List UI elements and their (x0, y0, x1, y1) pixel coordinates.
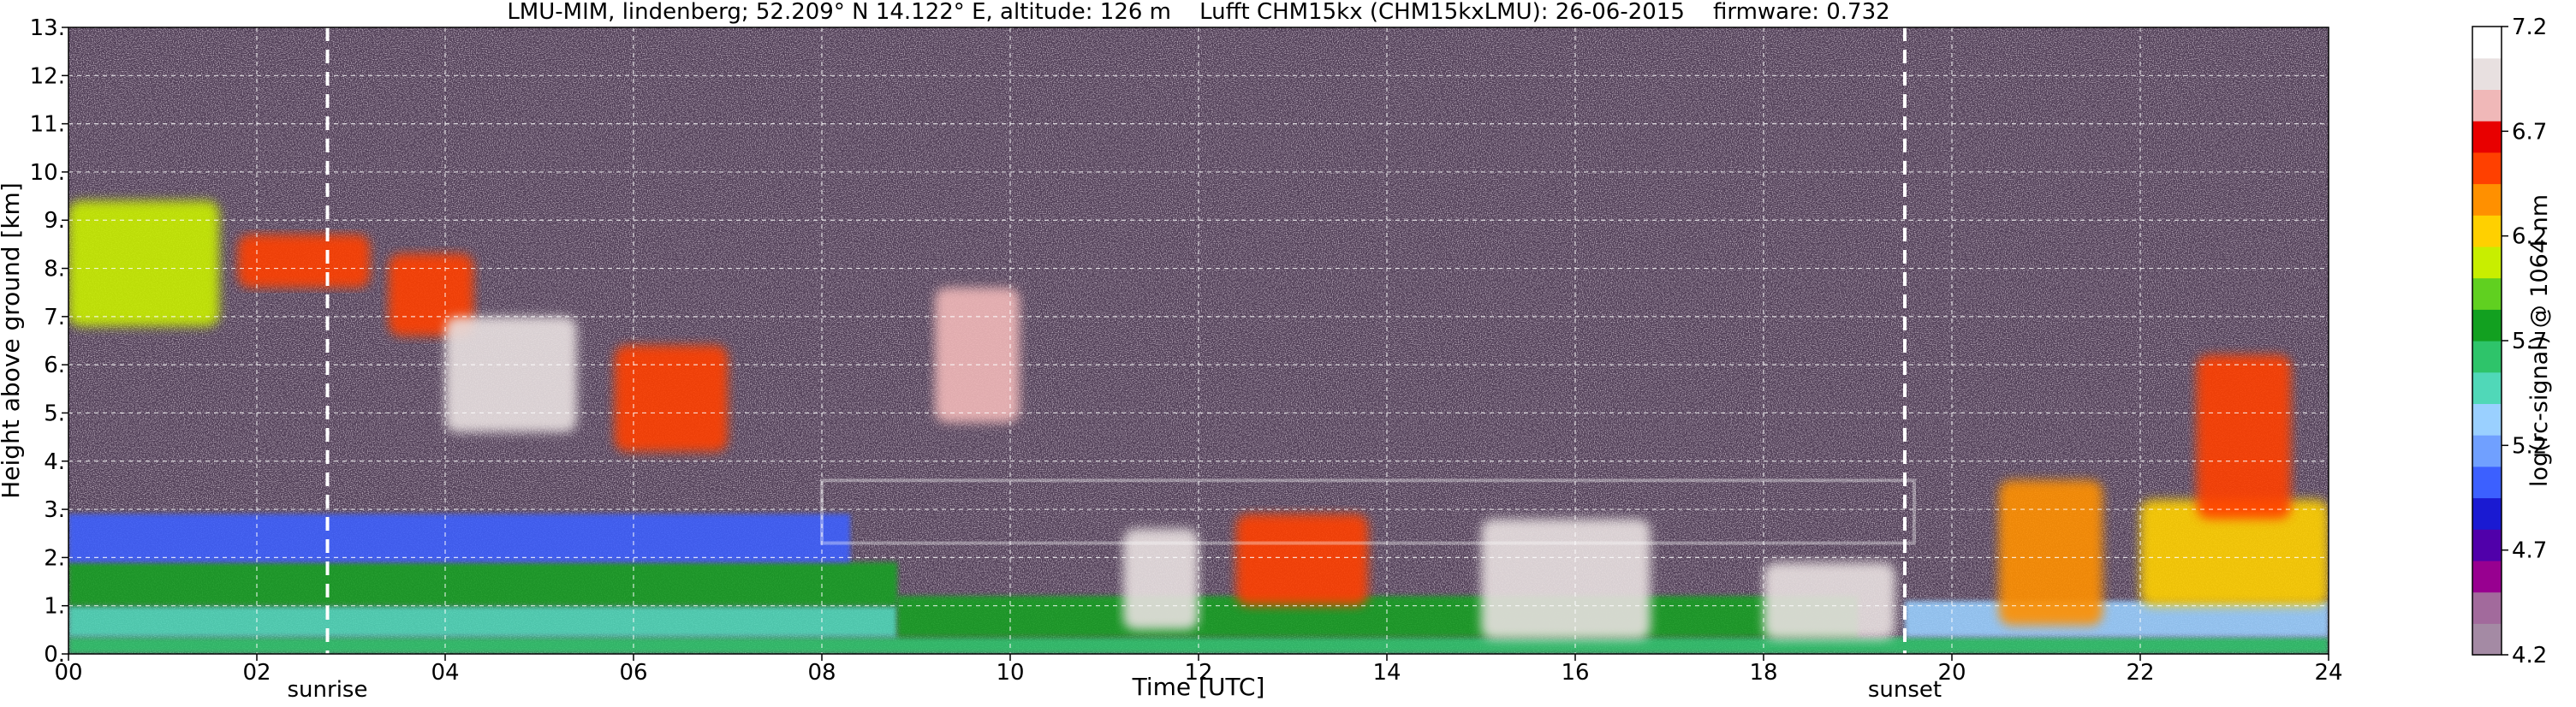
y-axis-label: Height above ground [km] (0, 182, 25, 499)
sunset-label: sunset (1868, 677, 1942, 703)
colorbar-segment (2472, 57, 2502, 90)
backscatter-features (68, 200, 2329, 654)
cloud-11 (935, 288, 1020, 423)
colorbar-segment (2472, 152, 2502, 185)
y-tick-label: 7. (44, 305, 65, 330)
x-tick-label: 18 (1749, 660, 1777, 686)
colorbar-segment (2472, 121, 2502, 153)
x-tick-label: 20 (1937, 660, 1966, 686)
colorbar-segment (2472, 89, 2502, 122)
sun-event-lines (325, 27, 1907, 654)
x-tick-label: 22 (2126, 660, 2154, 686)
colorbar (2472, 26, 2502, 656)
sun-event-labels: sunrise sunset (288, 677, 1942, 703)
layer-3 (68, 514, 850, 563)
y-tick-label: 10. (30, 160, 65, 186)
colorbar-segment (2472, 560, 2502, 593)
boundary-19 (820, 478, 1916, 545)
grid-lines (68, 27, 2329, 654)
layer-1 (68, 605, 897, 638)
colorbar-segment (2472, 497, 2502, 530)
colorbar-tick-label: 4.2 (2512, 643, 2547, 668)
x-tick-label: 04 (431, 660, 459, 686)
colorbar-segment (2472, 623, 2502, 656)
plot-area (68, 27, 2329, 654)
y-tick-label: 9. (44, 208, 65, 234)
colorbar-segment (2472, 403, 2502, 436)
colorbar-tick-label: 6.2 (2512, 224, 2547, 250)
colorbar-segment (2472, 466, 2502, 499)
colorbar-segment (2472, 529, 2502, 561)
layer-4 (897, 596, 1858, 638)
y-tick-label: 4. (44, 449, 65, 475)
y-tick-label: 6. (44, 353, 65, 378)
colorbar-segment (2472, 371, 2502, 404)
x-tick-label: 00 (54, 660, 82, 686)
y-tick-label: 12. (30, 63, 65, 89)
cloud-13 (1236, 514, 1368, 606)
colorbar-segment (2472, 246, 2502, 279)
x-tick-label: 10 (996, 660, 1024, 686)
cloud-6 (68, 200, 219, 327)
cloud-12 (1123, 528, 1199, 630)
y-tick-label: 11. (30, 112, 65, 138)
y-tick-label: 2. (44, 545, 65, 571)
y-tick-label: 5. (44, 401, 65, 426)
y-tick-label: 1. (44, 594, 65, 620)
x-axis-label: Time [UTC] (1132, 673, 1265, 701)
x-tick-label: 24 (2314, 660, 2342, 686)
y-tick-label: 8. (44, 257, 65, 282)
x-tick-label: 12 (1184, 660, 1212, 686)
x-tick-label: 16 (1561, 660, 1589, 686)
colorbar-label: log(rc-signal) @ 1064 nm (2526, 194, 2553, 487)
cloud-16 (1999, 480, 2103, 626)
cloud-8 (389, 253, 473, 336)
sunrise-label: sunrise (288, 677, 368, 703)
colorbar-tick-label: 5.2 (2512, 433, 2547, 459)
colorbar-segment (2472, 27, 2502, 59)
y-tick-label: 13. (30, 15, 65, 41)
layer-2 (68, 562, 897, 606)
cloud-18 (2197, 354, 2291, 520)
x-axis-ticks: 00 02 04 06 08 10 12 14 16 18 20 22 24 (54, 654, 2343, 686)
colorbar-segment (2472, 309, 2502, 342)
cloud-7 (238, 235, 370, 288)
cloud-17 (2140, 499, 2329, 606)
cloud-9 (445, 316, 577, 432)
x-tick-label: 14 (1372, 660, 1401, 686)
colorbar-tick-label: 6.7 (2512, 119, 2547, 145)
colorbar-segment (2472, 215, 2502, 247)
x-tick-label: 06 (619, 660, 647, 686)
cloud-15 (1764, 562, 1895, 640)
colorbar-ticks: 4.2 4.7 5.2 5.7 6.2 6.7 7.2 (2502, 15, 2547, 668)
layer-5 (1905, 601, 2329, 638)
colorbar-segment (2472, 591, 2502, 624)
cloud-10 (615, 345, 728, 452)
x-tick-label: 02 (242, 660, 271, 686)
y-tick-label: 3. (44, 497, 65, 523)
colorbar-segment (2472, 277, 2502, 310)
x-tick-label: 08 (807, 660, 836, 686)
chart-title: LMU-MIM, lindenberg; 52.209° N 14.122° E… (507, 0, 1889, 25)
colorbar-tick-label: 7.2 (2512, 15, 2547, 40)
cloud-14 (1481, 519, 1651, 640)
colorbar-tick-label: 5.7 (2512, 329, 2547, 354)
y-axis-ticks: 0. 1. 2. 3. 4. 5. 6. 7. 8. 9. 10. 11. 12. 13. (30, 15, 68, 668)
colorbar-segment (2472, 435, 2502, 467)
colorbar-segment (2472, 341, 2502, 373)
y-tick-label: 0. (44, 642, 65, 668)
colorbar-tick-label: 4.7 (2512, 538, 2547, 564)
colorbar-segment (2472, 183, 2502, 216)
